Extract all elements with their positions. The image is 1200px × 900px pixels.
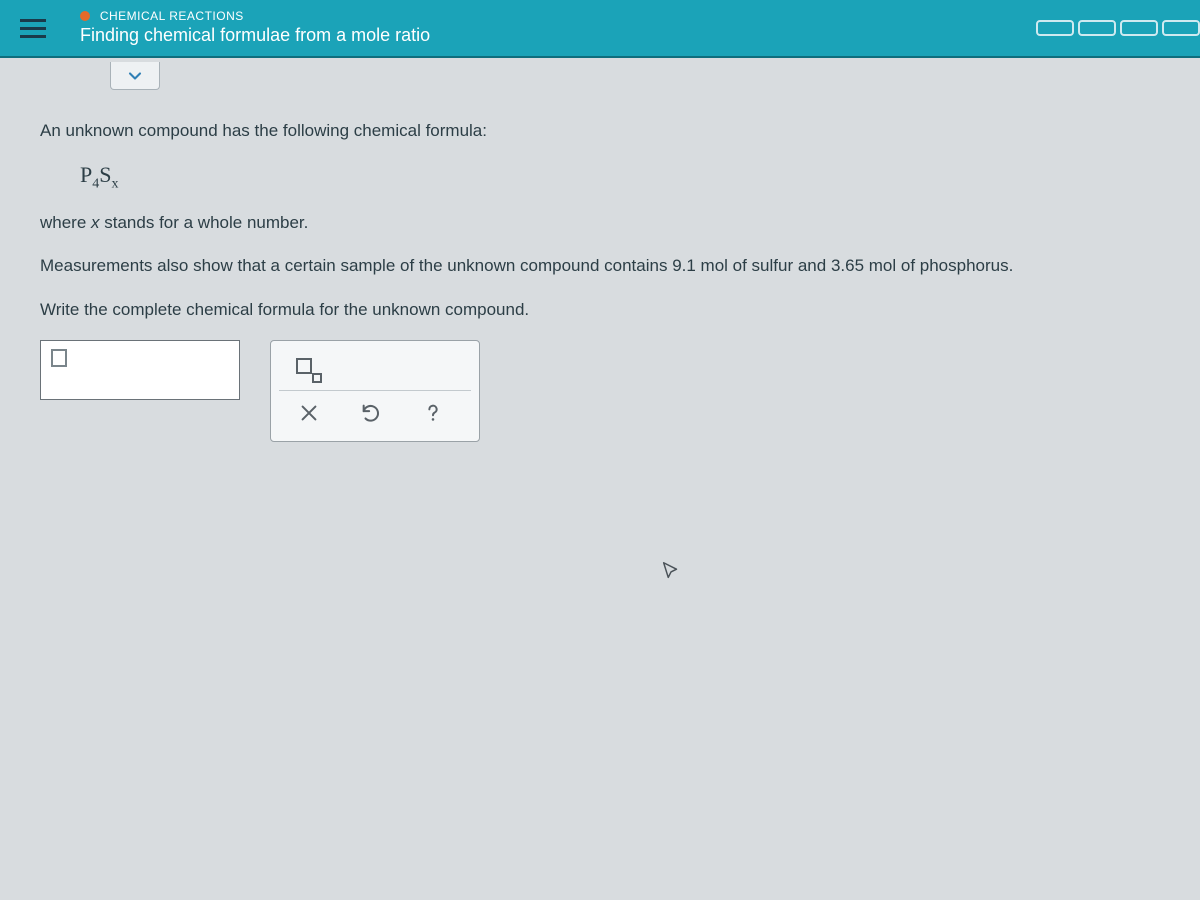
help-button[interactable] bbox=[411, 395, 455, 431]
instruction-text: Write the complete chemical formula for … bbox=[40, 297, 1170, 323]
chevron-down-icon bbox=[125, 66, 145, 86]
answer-input[interactable] bbox=[40, 340, 240, 400]
where-line: where x stands for a whole number. bbox=[40, 210, 1170, 236]
dropdown-toggle[interactable] bbox=[110, 62, 160, 90]
cursor-icon bbox=[660, 560, 682, 587]
category-text: CHEMICAL REACTIONS bbox=[100, 9, 244, 23]
tool-panel bbox=[270, 340, 480, 442]
chemical-formula: P4Sx bbox=[80, 162, 1170, 192]
answer-row bbox=[40, 340, 1170, 442]
header-category: CHEMICAL REACTIONS bbox=[80, 9, 430, 25]
clear-button[interactable] bbox=[287, 395, 331, 431]
progress-box bbox=[1036, 20, 1074, 36]
progress-box bbox=[1120, 20, 1158, 36]
app-header: CHEMICAL REACTIONS Finding chemical form… bbox=[0, 0, 1200, 58]
question-icon bbox=[422, 402, 444, 424]
measurements-text: Measurements also show that a certain sa… bbox=[40, 253, 1170, 279]
formula-s: S bbox=[99, 162, 111, 187]
answer-placeholder-icon bbox=[51, 349, 67, 367]
formula-p: P bbox=[80, 162, 92, 187]
progress-box bbox=[1162, 20, 1200, 36]
intro-text: An unknown compound has the following ch… bbox=[40, 118, 1170, 144]
undo-icon bbox=[360, 402, 382, 424]
header-topic: Finding chemical formulae from a mole ra… bbox=[80, 24, 430, 47]
progress-boxes bbox=[1036, 20, 1200, 36]
menu-icon[interactable] bbox=[20, 13, 50, 43]
reset-button[interactable] bbox=[349, 395, 393, 431]
category-dot-icon bbox=[80, 11, 90, 21]
header-titles: CHEMICAL REACTIONS Finding chemical form… bbox=[80, 9, 430, 48]
problem-content: An unknown compound has the following ch… bbox=[0, 58, 1200, 472]
formula-sub-x: x bbox=[112, 176, 119, 191]
progress-box bbox=[1078, 20, 1116, 36]
tool-row-actions bbox=[279, 391, 471, 435]
subscript-icon bbox=[296, 358, 322, 380]
tool-row-format bbox=[279, 347, 471, 391]
close-icon bbox=[298, 402, 320, 424]
subscript-tool-button[interactable] bbox=[287, 351, 331, 387]
